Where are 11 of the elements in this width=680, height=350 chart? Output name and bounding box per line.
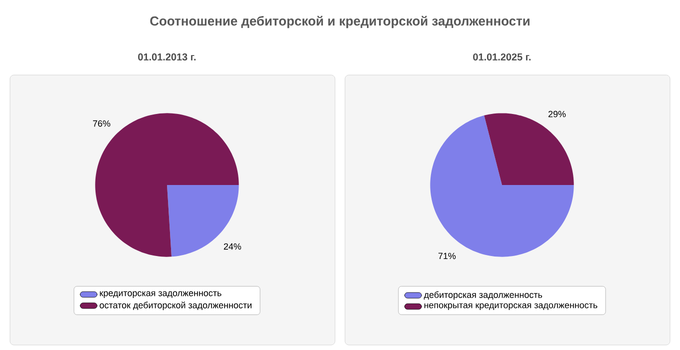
data-label: 71% <box>438 252 456 260</box>
chart-title: 01.01.2013 г. <box>138 53 196 60</box>
data-label: 29% <box>548 110 566 118</box>
legend-label: кредиторская задолженность <box>100 291 222 298</box>
legend-label: непокрытая кредиторская задолженность <box>424 303 598 310</box>
legend-label: дебиторская задолженность <box>424 291 542 300</box>
legend-label: остаток дебиторской задолженности <box>100 302 252 310</box>
chart-title: 01.01.2025 г. <box>473 53 531 60</box>
data-label: 24% <box>224 243 242 250</box>
data-label: 76% <box>93 120 110 127</box>
text: Соотношение дебиторской и кредиторской задолженности <box>150 16 530 28</box>
